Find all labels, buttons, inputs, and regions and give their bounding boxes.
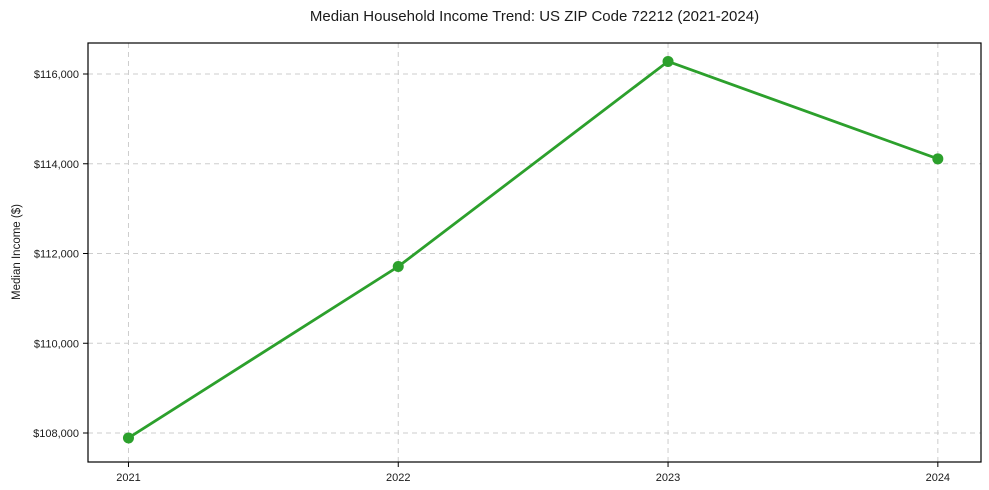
data-point-2023: [662, 55, 674, 67]
y-tick-label: $108,000: [33, 428, 79, 440]
y-tick-label: $114,000: [34, 159, 79, 171]
trend-line: [127, 60, 940, 440]
y-tick-label: $112,000: [34, 249, 79, 261]
y-tick-label: $116,000: [34, 69, 79, 81]
x-tick-label: 2021: [116, 472, 140, 484]
x-tick-label: 2023: [656, 472, 680, 484]
y-axis-label: Median Income ($): [11, 204, 23, 300]
data-point-2021: [122, 432, 134, 444]
chart-title: Median Household Income Trend: US ZIP Co…: [309, 8, 760, 25]
plot-border: [87, 42, 982, 463]
x-tick-label: 2024: [926, 472, 950, 484]
x-tick-label: 2022: [386, 472, 410, 484]
data-point-2022: [392, 261, 404, 273]
data-point-2024: [932, 153, 944, 165]
y-tick-label: $110,000: [34, 338, 79, 350]
